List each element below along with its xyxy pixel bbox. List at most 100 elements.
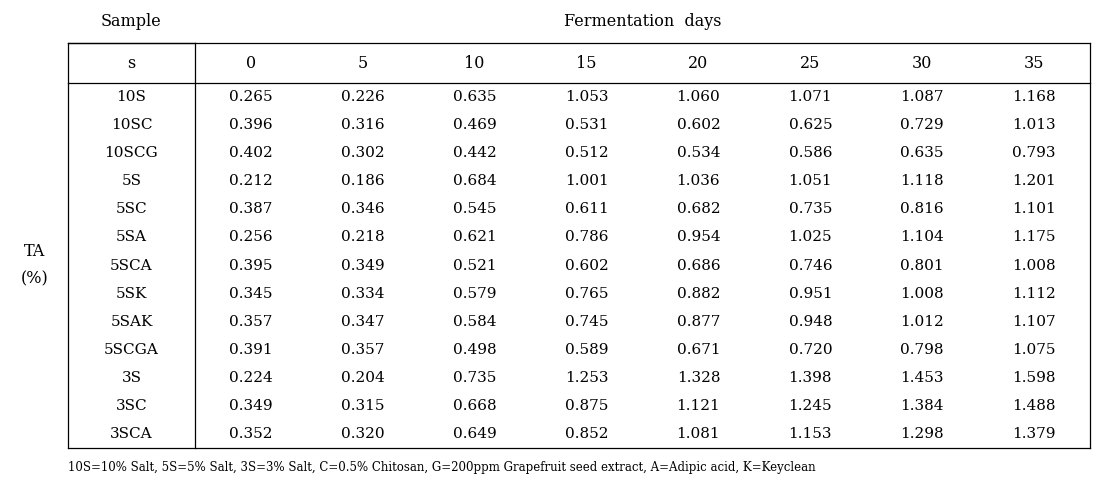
Text: 0.498: 0.498 bbox=[453, 343, 496, 357]
Text: 1.398: 1.398 bbox=[789, 371, 832, 385]
Text: 1.168: 1.168 bbox=[1013, 90, 1056, 104]
Text: 0.735: 0.735 bbox=[789, 202, 832, 216]
Text: 1.081: 1.081 bbox=[676, 427, 720, 441]
Text: 20: 20 bbox=[688, 55, 708, 71]
Text: 3S: 3S bbox=[121, 371, 141, 385]
Text: 35: 35 bbox=[1024, 55, 1045, 71]
Text: 0.531: 0.531 bbox=[565, 118, 609, 132]
Text: 1.107: 1.107 bbox=[1013, 315, 1056, 329]
Text: 0.649: 0.649 bbox=[453, 427, 496, 441]
Text: 3SC: 3SC bbox=[116, 399, 148, 413]
Text: 0.621: 0.621 bbox=[453, 230, 496, 245]
Text: 0.334: 0.334 bbox=[341, 286, 385, 301]
Text: 0.395: 0.395 bbox=[229, 258, 272, 273]
Text: 0.684: 0.684 bbox=[453, 174, 496, 188]
Text: 1.201: 1.201 bbox=[1013, 174, 1056, 188]
Text: 0.589: 0.589 bbox=[565, 343, 609, 357]
Text: 1.453: 1.453 bbox=[900, 371, 944, 385]
Text: 0.635: 0.635 bbox=[900, 146, 944, 160]
Text: 0.224: 0.224 bbox=[229, 371, 272, 385]
Text: 0.882: 0.882 bbox=[676, 286, 720, 301]
Text: 0.720: 0.720 bbox=[789, 343, 832, 357]
Text: 1.025: 1.025 bbox=[789, 230, 832, 245]
Text: 10: 10 bbox=[464, 55, 485, 71]
Text: 0.226: 0.226 bbox=[341, 90, 385, 104]
Text: 1.298: 1.298 bbox=[900, 427, 944, 441]
Text: 5SA: 5SA bbox=[116, 230, 147, 245]
Text: 0.204: 0.204 bbox=[341, 371, 385, 385]
Text: 0.951: 0.951 bbox=[789, 286, 832, 301]
Text: 0.948: 0.948 bbox=[789, 315, 832, 329]
Text: 1.379: 1.379 bbox=[1013, 427, 1056, 441]
Text: 0.320: 0.320 bbox=[341, 427, 385, 441]
Text: 1.087: 1.087 bbox=[900, 90, 944, 104]
Text: 1.121: 1.121 bbox=[676, 399, 720, 413]
Text: 0.545: 0.545 bbox=[453, 202, 496, 216]
Text: 1.013: 1.013 bbox=[1013, 118, 1056, 132]
Text: 10S=10% Salt, 5S=5% Salt, 3S=3% Salt, C=0.5% Chitosan, G=200ppm Grapefruit seed : 10S=10% Salt, 5S=5% Salt, 3S=3% Salt, C=… bbox=[68, 461, 815, 474]
Text: 0.625: 0.625 bbox=[789, 118, 832, 132]
Text: 3SCA: 3SCA bbox=[110, 427, 153, 441]
Text: 0.801: 0.801 bbox=[900, 258, 944, 273]
Text: 0.816: 0.816 bbox=[900, 202, 944, 216]
Text: 15: 15 bbox=[576, 55, 597, 71]
Text: 1.598: 1.598 bbox=[1013, 371, 1056, 385]
Text: 0.875: 0.875 bbox=[565, 399, 608, 413]
Text: 0.602: 0.602 bbox=[676, 118, 720, 132]
Text: 0.218: 0.218 bbox=[341, 230, 385, 245]
Text: 0.186: 0.186 bbox=[341, 174, 385, 188]
Text: 0.586: 0.586 bbox=[789, 146, 832, 160]
Text: 0.786: 0.786 bbox=[565, 230, 609, 245]
Text: 0.534: 0.534 bbox=[676, 146, 720, 160]
Text: 1.153: 1.153 bbox=[789, 427, 832, 441]
Text: 5SK: 5SK bbox=[116, 286, 147, 301]
Text: 0.686: 0.686 bbox=[676, 258, 720, 273]
Text: 1.036: 1.036 bbox=[676, 174, 720, 188]
Text: 0.729: 0.729 bbox=[900, 118, 944, 132]
Text: 5SCGA: 5SCGA bbox=[104, 343, 159, 357]
Text: 1.075: 1.075 bbox=[1013, 343, 1056, 357]
Text: 25: 25 bbox=[800, 55, 821, 71]
Text: 10SC: 10SC bbox=[110, 118, 152, 132]
Text: 1.101: 1.101 bbox=[1013, 202, 1056, 216]
Text: 1.053: 1.053 bbox=[565, 90, 609, 104]
Text: 0.745: 0.745 bbox=[565, 315, 609, 329]
Text: 0.349: 0.349 bbox=[341, 258, 385, 273]
Text: 1.175: 1.175 bbox=[1013, 230, 1056, 245]
Text: 5SC: 5SC bbox=[116, 202, 148, 216]
Text: 1.118: 1.118 bbox=[900, 174, 944, 188]
Text: 0.954: 0.954 bbox=[676, 230, 720, 245]
Text: 5SAK: 5SAK bbox=[110, 315, 152, 329]
Text: 0.512: 0.512 bbox=[565, 146, 609, 160]
Text: 0.682: 0.682 bbox=[676, 202, 720, 216]
Text: 0.349: 0.349 bbox=[229, 399, 272, 413]
Text: 0.469: 0.469 bbox=[453, 118, 496, 132]
Text: 10S: 10S bbox=[117, 90, 147, 104]
Text: 0.265: 0.265 bbox=[229, 90, 272, 104]
Text: s: s bbox=[127, 55, 136, 71]
Text: 0.387: 0.387 bbox=[229, 202, 272, 216]
Text: 1.253: 1.253 bbox=[565, 371, 609, 385]
Text: 1.051: 1.051 bbox=[789, 174, 832, 188]
Text: 0.302: 0.302 bbox=[341, 146, 385, 160]
Text: 0.357: 0.357 bbox=[341, 343, 385, 357]
Text: 0.735: 0.735 bbox=[453, 371, 496, 385]
Text: 0.579: 0.579 bbox=[453, 286, 496, 301]
Text: 1.012: 1.012 bbox=[900, 315, 944, 329]
Text: 0.602: 0.602 bbox=[565, 258, 609, 273]
Text: 0.346: 0.346 bbox=[341, 202, 385, 216]
Text: 0.347: 0.347 bbox=[341, 315, 385, 329]
Text: 0.671: 0.671 bbox=[676, 343, 720, 357]
Text: 0.212: 0.212 bbox=[229, 174, 272, 188]
Text: TA
(%): TA (%) bbox=[21, 244, 49, 288]
Text: 5SCA: 5SCA bbox=[110, 258, 153, 273]
Text: 0.315: 0.315 bbox=[341, 399, 385, 413]
Text: 0.798: 0.798 bbox=[900, 343, 944, 357]
Text: 0.793: 0.793 bbox=[1013, 146, 1056, 160]
Text: 0.521: 0.521 bbox=[453, 258, 496, 273]
Text: 1.328: 1.328 bbox=[676, 371, 720, 385]
Text: 0.345: 0.345 bbox=[229, 286, 272, 301]
Text: 1.001: 1.001 bbox=[565, 174, 609, 188]
Text: 0.396: 0.396 bbox=[229, 118, 272, 132]
Text: 0.852: 0.852 bbox=[565, 427, 609, 441]
